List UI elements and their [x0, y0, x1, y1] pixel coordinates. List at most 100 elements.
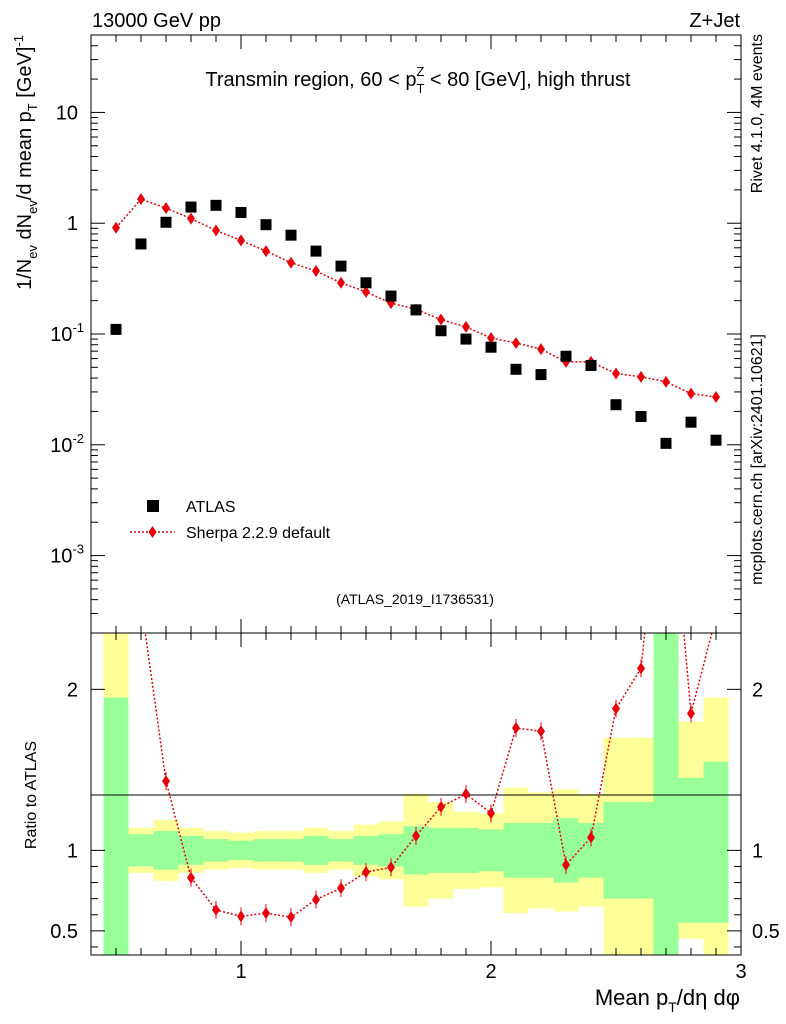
sherpa-ratio-point	[387, 861, 395, 874]
atlas-point	[660, 437, 672, 449]
atlas-point	[210, 199, 222, 211]
sherpa-ratio-point	[487, 807, 495, 820]
sherpa-point	[712, 390, 720, 403]
analysis-id: (ATLAS_2019_I1736531)	[336, 591, 494, 607]
sherpa-point	[512, 336, 520, 349]
sherpa-ratio-point	[412, 829, 420, 842]
sherpa-ratio-point	[612, 702, 620, 715]
sherpa-ratio-point	[687, 707, 695, 720]
sherpa-ratio-point	[562, 858, 570, 871]
process-label: Z+Jet	[689, 10, 740, 32]
sherpa-ratio-point	[312, 893, 320, 906]
atlas-point	[460, 333, 472, 345]
atlas-point	[285, 229, 297, 241]
inner-band-bin	[628, 802, 654, 899]
atlas-point	[485, 341, 497, 353]
sherpa-point	[612, 367, 620, 380]
ratio-y-tick-label-left: 0.5	[50, 921, 78, 943]
sherpa-point	[462, 320, 470, 333]
ratio-y-tick-labels: 0.5 0.5 1 1 2 2	[50, 679, 780, 943]
sherpa-ratio-point	[262, 907, 270, 920]
sherpa-point	[112, 221, 120, 234]
inner-band-bin	[103, 697, 129, 955]
sherpa-point	[237, 234, 245, 247]
atlas-point	[610, 399, 622, 411]
sherpa-ratio-point	[587, 831, 595, 844]
inner-band-bin	[328, 839, 354, 862]
sherpa-point	[262, 245, 270, 258]
sherpa-ratio-point	[212, 903, 220, 916]
legend-atlas-marker	[147, 500, 159, 512]
inner-band-bin	[353, 835, 379, 865]
ratio-uncertainty-bands	[103, 633, 729, 955]
inner-band-bin	[478, 829, 504, 872]
x-tick-label: 3	[735, 961, 746, 983]
legend-atlas-label: ATLAS	[186, 499, 236, 516]
sherpa-ratio-point	[337, 882, 345, 895]
atlas-point	[360, 277, 372, 289]
sherpa-point	[312, 265, 320, 278]
x-axis-title: Mean pT/dη dφ	[595, 985, 740, 1015]
inner-band-bin	[228, 840, 254, 861]
ratio-y-tick-label-right: 0.5	[752, 921, 780, 943]
atlas-point	[435, 325, 447, 337]
main-y-tick-label: 10-2	[50, 431, 84, 457]
plot-title: Transmin region, 60 < pTZ < 80 [GeV], hi…	[205, 64, 631, 96]
atlas-point	[185, 201, 197, 213]
atlas-point	[135, 238, 147, 250]
atlas-point	[535, 369, 547, 381]
sherpa-ratio-point	[362, 866, 370, 879]
atlas-point	[510, 363, 522, 375]
atlas-point	[685, 416, 697, 428]
atlas-point	[560, 350, 572, 362]
sherpa-ratio-point	[512, 721, 520, 734]
ratio-data-marks	[144, 633, 713, 927]
ratio-panel: 0.5 0.5 1 1 2 2 1 2 3 Ratio to ATLAS Mean pT/dη…	[23, 632, 780, 1015]
sherpa-ratio-point	[437, 800, 445, 813]
inner-band-bin	[703, 761, 729, 923]
ratio-y-tick-label-right: 2	[752, 679, 763, 701]
legend-sherpa-marker	[148, 526, 157, 538]
sherpa-point	[662, 375, 670, 388]
mcplots-label: mcplots.cern.ch [arXiv:2401.10621]	[749, 334, 766, 585]
inner-band-bin	[503, 822, 529, 878]
inner-band-bin	[128, 834, 154, 867]
sherpa-ratio-point	[537, 725, 545, 738]
sherpa-point	[212, 224, 220, 237]
atlas-point	[235, 206, 247, 218]
main-y-axis-title: 1/Nev dNev/d mean pT [GeV]-1	[11, 35, 40, 290]
inner-band-bin	[303, 835, 329, 865]
sherpa-point	[187, 212, 195, 225]
legend-sherpa-label: Sherpa 2.2.9 default	[186, 525, 331, 542]
inner-band-bin	[528, 822, 554, 878]
atlas-point	[335, 260, 347, 272]
atlas-point	[710, 434, 722, 446]
sherpa-point	[487, 332, 495, 345]
sherpa-ratio-point	[187, 871, 195, 884]
ratio-y-tick-label-left: 2	[67, 679, 78, 701]
atlas-point	[260, 219, 272, 231]
main-panel: 10 1 10-1 10-2 10-3 Transmin region, 60 < pT…	[11, 34, 742, 634]
x-tick-label: 2	[485, 961, 496, 983]
sherpa-point	[337, 276, 345, 289]
sherpa-ratio-point	[162, 775, 170, 788]
sherpa-point	[162, 202, 170, 215]
sherpa-point	[637, 370, 645, 383]
main-y-tick-label: 10-3	[50, 542, 84, 568]
ratio-ticks	[91, 633, 742, 955]
ratio-y-tick-label-right: 1	[752, 840, 763, 862]
main-y-tick-label: 10	[56, 102, 78, 124]
atlas-point	[310, 245, 322, 257]
main-ticks	[91, 34, 742, 634]
main-y-tick-label: 1	[67, 213, 78, 235]
x-tick-labels: 1 2 3	[235, 961, 746, 983]
inner-band-bin	[678, 777, 704, 923]
sherpa-point	[362, 285, 370, 298]
atlas-point	[585, 359, 597, 371]
x-tick-label: 1	[235, 961, 246, 983]
sherpa-ratio-point	[637, 662, 645, 675]
energy-label: 13000 GeV pp	[92, 10, 221, 32]
atlas-point	[160, 216, 172, 228]
main-frame	[90, 34, 742, 634]
